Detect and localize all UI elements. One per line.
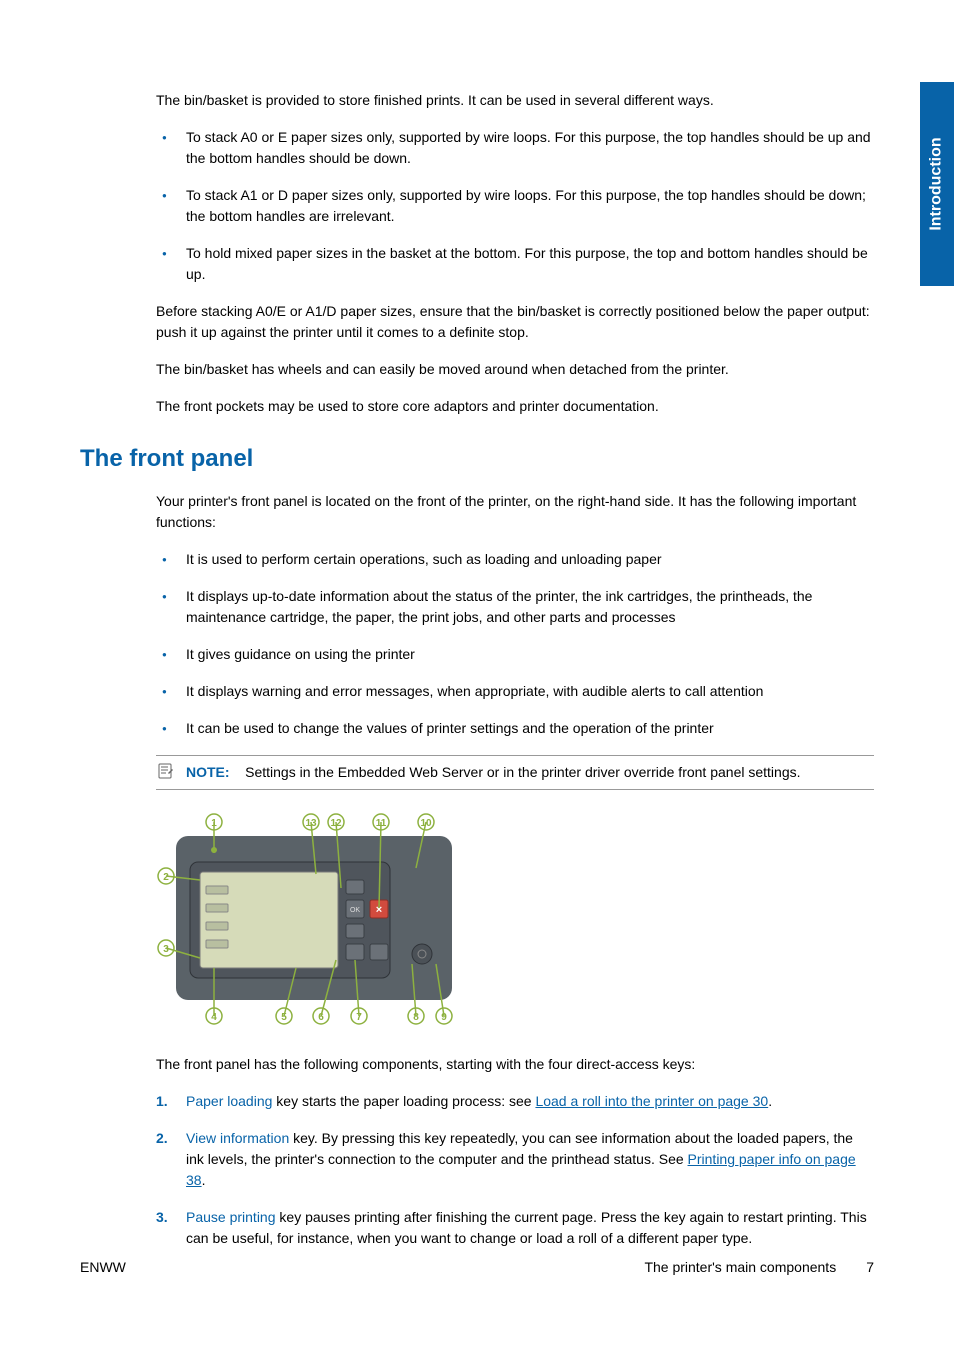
- key-name: Paper loading: [186, 1093, 272, 1109]
- intro-paragraph: The front pockets may be used to store c…: [156, 396, 874, 417]
- section-intro-paragraph: Your printer's front panel is located on…: [156, 491, 874, 533]
- item-text: key pauses printing after finishing the …: [186, 1209, 867, 1246]
- numbered-list: 1. Paper loading key starts the paper lo…: [156, 1091, 874, 1249]
- note-text: Settings in the Embedded Web Server or i…: [245, 764, 800, 780]
- list-item: To hold mixed paper sizes in the basket …: [156, 243, 874, 285]
- list-item: 3. Pause printing key pauses printing af…: [156, 1207, 874, 1249]
- footer-page-number: 7: [866, 1257, 874, 1278]
- svg-text:3: 3: [163, 944, 169, 955]
- side-tab: Introduction: [920, 82, 954, 286]
- intro-paragraph: The bin/basket has wheels and can easily…: [156, 359, 874, 380]
- list-item: It is used to perform certain operations…: [156, 549, 874, 570]
- footer-section-title: The printer's main components: [644, 1257, 836, 1278]
- svg-text:11: 11: [376, 818, 387, 829]
- svg-text:7: 7: [356, 1012, 362, 1023]
- svg-text:8: 8: [413, 1012, 419, 1023]
- intro-bullet-list: To stack A0 or E paper sizes only, suppo…: [156, 127, 874, 285]
- page-body: The bin/basket is provided to store fini…: [0, 0, 954, 1249]
- key-name: Pause printing: [186, 1209, 276, 1225]
- side-tab-label: Introduction: [925, 137, 949, 230]
- item-number: 2.: [156, 1128, 168, 1149]
- item-text: .: [768, 1093, 772, 1109]
- cross-reference-link[interactable]: Load a roll into the printer on page 30: [535, 1093, 768, 1109]
- list-item: It gives guidance on using the printer: [156, 644, 874, 665]
- svg-text:4: 4: [211, 1012, 217, 1023]
- list-item: 1. Paper loading key starts the paper lo…: [156, 1091, 874, 1112]
- list-item: To stack A0 or E paper sizes only, suppo…: [156, 127, 874, 169]
- svg-text:13: 13: [305, 818, 317, 829]
- svg-text:10: 10: [420, 818, 432, 829]
- svg-text:6: 6: [318, 1012, 324, 1023]
- front-panel-figure: OK×11312111023456789: [156, 808, 874, 1036]
- section-heading: The front panel: [80, 441, 874, 477]
- note-icon: [158, 763, 174, 779]
- intro-paragraph: Before stacking A0/E or A1/D paper sizes…: [156, 301, 874, 343]
- item-text: .: [202, 1172, 206, 1188]
- svg-text:12: 12: [330, 818, 342, 829]
- list-item: It displays up-to-date information about…: [156, 586, 874, 628]
- list-item: It can be used to change the values of p…: [156, 718, 874, 739]
- item-number: 1.: [156, 1091, 168, 1112]
- note-box: NOTE: Settings in the Embedded Web Serve…: [156, 755, 874, 790]
- figure-caption: The front panel has the following compon…: [156, 1054, 874, 1075]
- list-item: To stack A1 or D paper sizes only, suppo…: [156, 185, 874, 227]
- item-text: key starts the paper loading process: se…: [272, 1093, 535, 1109]
- svg-text:1: 1: [211, 818, 217, 829]
- list-item: 2. View information key. By pressing thi…: [156, 1128, 874, 1191]
- intro-paragraph: The bin/basket is provided to store fini…: [156, 90, 874, 111]
- svg-text:OK: OK: [350, 907, 360, 914]
- footer-left: ENWW: [80, 1257, 126, 1278]
- key-name: View information: [186, 1130, 289, 1146]
- note-text: [233, 764, 245, 780]
- page-footer: ENWW The printer's main components 7: [80, 1257, 874, 1278]
- item-number: 3.: [156, 1207, 168, 1228]
- svg-text:9: 9: [441, 1012, 447, 1023]
- svg-text:5: 5: [281, 1012, 287, 1023]
- svg-text:2: 2: [163, 872, 169, 883]
- note-label: NOTE:: [186, 764, 230, 780]
- section-bullet-list: It is used to perform certain operations…: [156, 549, 874, 739]
- list-item: It displays warning and error messages, …: [156, 681, 874, 702]
